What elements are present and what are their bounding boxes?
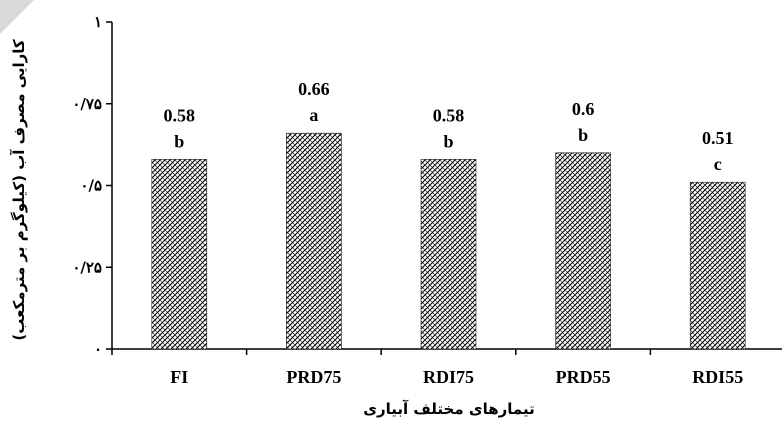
y-tick-label: ۰/۷۵ bbox=[72, 95, 102, 113]
bar-value-label: 0.51 bbox=[702, 128, 734, 148]
bar-fi bbox=[151, 159, 208, 350]
y-tick-label: ۰/۲۵ bbox=[72, 258, 102, 276]
bar-significance-letter: b bbox=[174, 131, 184, 151]
corner-fold-mark bbox=[0, 0, 34, 34]
bar-value-label: 0.6 bbox=[572, 99, 595, 119]
bar-significance-letter: c bbox=[714, 154, 722, 174]
bar-significance-letter: b bbox=[443, 131, 453, 151]
plot-area: ۰ ۰/۲۵ ۰/۵ ۰/۷۵ ۱ 0.58 b FI 0.66 a PRD75 0.58 b RDI75… bbox=[72, 13, 782, 387]
bar-rdi55 bbox=[689, 181, 746, 350]
bar-value-label: 0.66 bbox=[298, 79, 330, 99]
y-tick-label: ۰/۵ bbox=[80, 177, 102, 195]
x-category-label: RDI75 bbox=[423, 367, 474, 387]
bar-value-label: 0.58 bbox=[433, 105, 465, 125]
x-category-label: RDI55 bbox=[692, 367, 743, 387]
bar-significance-letter: a bbox=[309, 105, 318, 125]
y-tick-label: ۰ bbox=[94, 340, 102, 358]
bar-significance-letter: b bbox=[578, 125, 588, 145]
bar-prd55 bbox=[555, 152, 611, 350]
x-category-label: PRD75 bbox=[286, 367, 341, 387]
bar-value-label: 0.58 bbox=[164, 105, 196, 125]
x-category-label: PRD55 bbox=[556, 367, 611, 387]
bar-rdi75 bbox=[420, 159, 477, 350]
y-tick-label: ۱ bbox=[94, 13, 102, 31]
bar-prd75 bbox=[286, 132, 342, 350]
x-axis-title: تیمارهای مختلف آبیاری bbox=[363, 400, 534, 418]
y-axis-title: کارایی مصرف آب (کیلوگرم بر مترمکعب) bbox=[10, 39, 28, 341]
x-category-label: FI bbox=[170, 367, 188, 387]
